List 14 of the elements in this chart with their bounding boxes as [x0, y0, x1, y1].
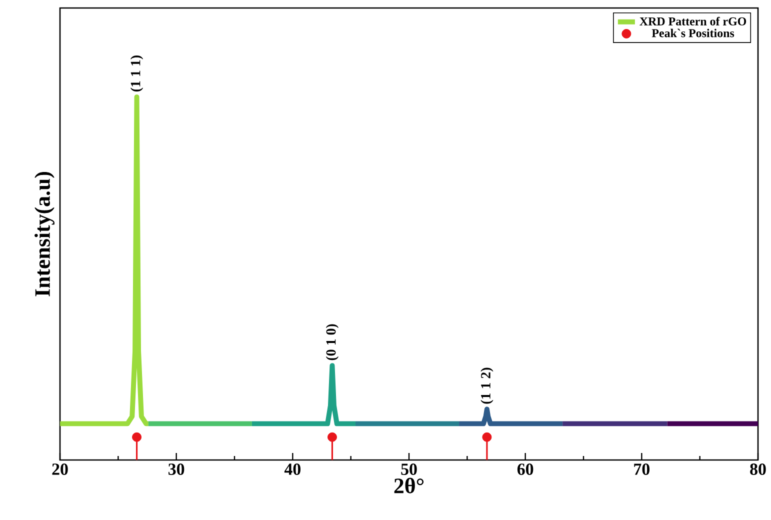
x-tick-label: 20 — [52, 464, 68, 475]
x-tick-label: 40 — [284, 464, 300, 475]
annotation: (0 1 0) — [326, 324, 339, 360]
x-tick-label: 30 — [168, 464, 184, 475]
legend-label: Peak`s Positions — [652, 28, 734, 38]
legend-label: XRD Pattern of rGO — [640, 16, 746, 26]
x-tick-label: 50 — [401, 464, 417, 475]
y-axis-title: Intensity(a.u) — [34, 172, 54, 296]
annotation: (1 1 1) — [130, 56, 144, 92]
x-axis-title: 2θ° — [394, 478, 424, 494]
x-tick-label: 60 — [517, 464, 534, 475]
annotation: (1 1 2) — [480, 368, 494, 404]
x-tick-label: 80 — [750, 464, 766, 475]
x-tick-label: 70 — [634, 464, 650, 475]
